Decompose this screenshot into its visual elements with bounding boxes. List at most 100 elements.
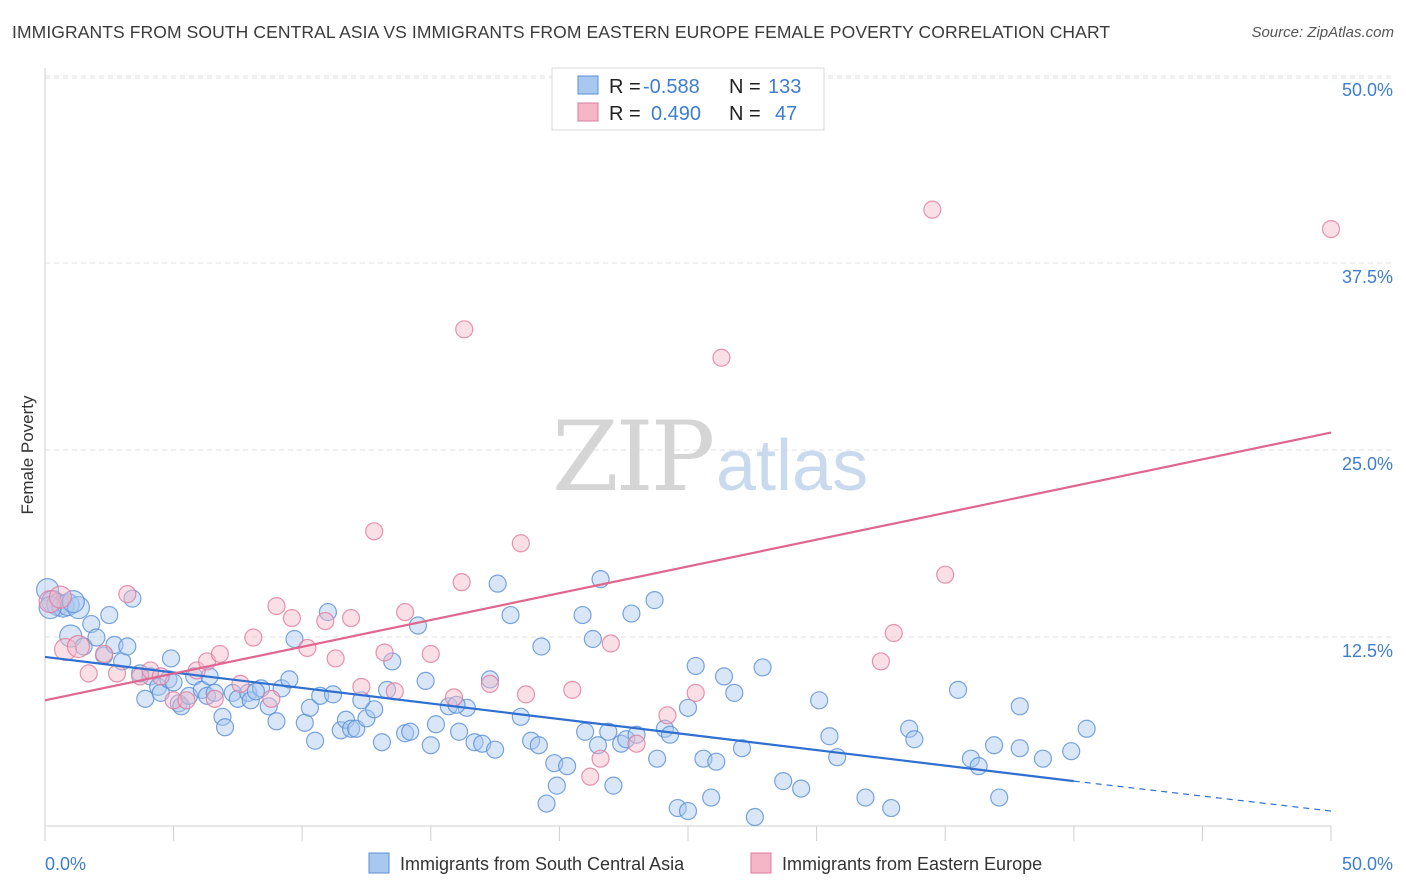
data-point-south-central-asia [1077,719,1096,738]
y-tick-label: 37.5% [1342,267,1393,287]
data-point-south-central-asia [365,700,384,719]
bottom-legend-swatch-blue [368,852,390,874]
data-point-south-central-asia [408,616,428,635]
bottom-legend-label-blue: Immigrants from South Central Asia [400,854,685,874]
legend-n-value-1: 133 [768,76,801,98]
y-tick-label: 50.0% [1342,80,1393,100]
data-point-eastern-europe [365,522,384,541]
data-point-south-central-asia [241,691,260,710]
data-point-south-central-asia [136,689,155,708]
watermark-atlas: atlas [716,426,868,506]
data-point-south-central-asia [961,749,981,768]
data-point-south-central-asia [753,658,772,677]
data-point-south-central-asia [810,691,829,710]
data-point-south-central-asia [573,605,592,625]
data-point-south-central-asia [668,798,687,818]
legend-r-label-1: R = [609,76,641,98]
data-point-eastern-europe [177,691,196,710]
data-point-south-central-asia [416,671,435,690]
data-point-eastern-europe [563,680,582,699]
data-point-eastern-europe [205,689,224,708]
data-point-south-central-asia [1010,739,1029,758]
data-point-south-central-asia [547,776,566,795]
data-point-eastern-europe [871,652,891,671]
data-point-eastern-europe [1321,219,1341,239]
bottom-legend-swatch-pink [750,852,772,874]
data-point-eastern-europe [511,534,530,553]
data-point-south-central-asia [1010,697,1029,716]
data-point-south-central-asia [745,807,764,827]
data-point-south-central-asia [599,722,618,741]
data-point-eastern-europe [352,677,371,696]
data-point-eastern-europe [267,596,286,616]
data-point-eastern-europe [66,634,91,659]
data-point-south-central-asia [215,718,235,737]
data-point-eastern-europe [421,644,440,664]
data-point-south-central-asia [267,712,286,731]
data-point-south-central-asia [583,629,602,649]
data-point-south-central-asia [856,788,875,807]
data-point-south-central-asia [426,715,446,734]
data-point-south-central-asia [118,637,137,656]
data-point-south-central-asia [686,656,705,676]
data-point-eastern-europe [455,320,474,339]
data-point-eastern-europe [581,767,600,786]
data-point-south-central-asia [532,637,551,656]
data-point-south-central-asia [984,736,1004,755]
data-point-south-central-asia [305,731,325,750]
watermark-zip: ZIP [552,401,713,513]
data-point-south-central-asia [82,614,101,634]
data-point-eastern-europe [712,348,731,367]
data-point-eastern-europe [95,644,114,664]
data-point-south-central-asia [725,683,744,702]
data-point-south-central-asia [1033,749,1053,768]
trend-line-south-central-asia [44,655,1074,783]
data-point-eastern-europe [923,200,942,219]
data-point-south-central-asia [213,707,232,726]
data-point-south-central-asia [421,736,440,755]
data-point-south-central-asia [792,779,811,798]
data-point-south-central-asia [678,801,698,821]
legend-r-value-1: -0.588 [643,76,700,98]
data-point-south-central-asia [161,649,181,668]
data-point-south-central-asia [707,752,726,771]
legend-n-label-2: N = [729,103,761,125]
data-point-eastern-europe [444,688,464,707]
legend-n-label-1: N = [729,76,761,98]
y-axis-label: Female Poverty [18,395,37,515]
data-point-eastern-europe [601,634,620,653]
series-legend: Immigrants from South Central Asia Immig… [368,852,1042,874]
data-point-eastern-europe [936,565,955,584]
data-point-south-central-asia [588,736,608,755]
data-point-eastern-europe [79,664,98,683]
data-point-eastern-europe [375,643,394,662]
legend-n-value-2: 47 [775,103,797,125]
data-point-eastern-europe [658,706,677,725]
data-point-south-central-asia [486,740,505,759]
watermark: ZIP atlas [552,401,868,513]
y-tick-labels: 12.5% 25.0% 37.5% 50.0% [1342,80,1393,661]
data-point-south-central-asia [488,574,507,593]
data-point-eastern-europe [282,608,302,628]
data-point-south-central-asia [714,667,734,686]
data-point-south-central-asia [323,685,343,704]
data-point-south-central-asia [100,605,119,625]
data-point-south-central-asia [300,698,320,717]
data-point-south-central-asia [74,637,93,656]
data-point-south-central-asia [990,788,1009,807]
data-point-south-central-asia [501,605,520,625]
data-point-south-central-asia [645,591,664,610]
data-point-south-central-asia [617,730,636,749]
data-point-eastern-europe [395,602,415,622]
data-point-south-central-asia [511,707,530,726]
data-point-eastern-europe [884,623,903,643]
data-point-south-central-asia [969,757,988,776]
data-point-south-central-asia [820,727,839,746]
trend-lines [44,431,1332,812]
data-point-south-central-asia [372,733,392,752]
data-point-south-central-asia [341,719,361,738]
data-point-south-central-asia [648,749,667,768]
data-point-eastern-europe [452,573,471,592]
data-point-south-central-asia [905,730,924,749]
data-point-eastern-europe [48,585,73,609]
